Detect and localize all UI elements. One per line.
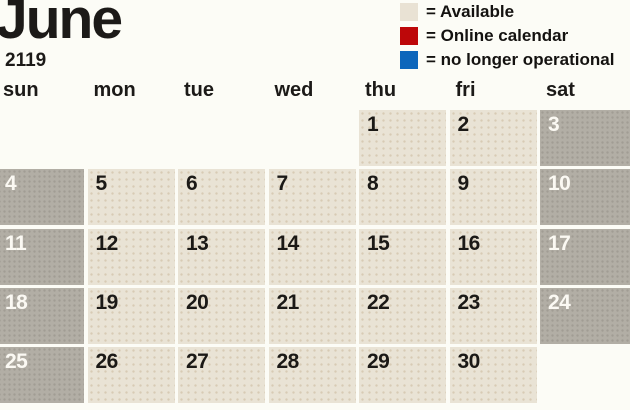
day-cell[interactable]: 13 <box>178 228 265 285</box>
day-cell[interactable]: 19 <box>87 287 175 344</box>
day-cell[interactable]: 27 <box>178 347 265 404</box>
day-header-mon: mon <box>93 79 136 101</box>
legend-label: = Online calendar <box>426 26 569 45</box>
day-cell[interactable]: 20 <box>178 287 265 344</box>
day-cell[interactable]: 14 <box>268 228 356 285</box>
day-cell <box>269 110 356 166</box>
day-cell <box>540 347 630 403</box>
day-cell[interactable]: 24 <box>540 287 630 344</box>
day-header-wed: wed <box>274 79 314 101</box>
day-cell[interactable]: 11 <box>0 228 84 285</box>
available-swatch-icon <box>400 3 418 21</box>
day-header-fri: fri <box>455 79 476 101</box>
day-cell[interactable]: 17 <box>540 228 630 285</box>
day-header-sat: sat <box>546 79 575 101</box>
day-cell[interactable]: 6 <box>178 169 265 226</box>
day-cell[interactable]: 15 <box>359 228 446 285</box>
day-cell[interactable]: 1 <box>359 110 446 166</box>
day-cell[interactable]: 16 <box>449 228 537 285</box>
day-header-row: sun mon tue wed thu fri sat <box>0 79 630 102</box>
legend-label: = Available <box>426 2 515 21</box>
calendar-grid: 1 2 3 4 5 6 7 8 9 10 11 12 13 14 15 16 1… <box>0 110 630 404</box>
month-title: June <box>0 0 123 51</box>
day-cell[interactable]: 3 <box>540 110 630 166</box>
legend-label: = no longer operational <box>426 50 615 69</box>
day-cell[interactable]: 5 <box>87 169 175 226</box>
day-cell[interactable]: 21 <box>268 287 356 344</box>
day-cell <box>88 110 175 166</box>
day-header-sun: sun <box>3 79 39 101</box>
online-calendar-swatch-icon <box>400 27 418 45</box>
day-cell[interactable]: 23 <box>449 287 537 344</box>
day-cell[interactable]: 2 <box>449 110 537 166</box>
day-cell <box>178 110 265 166</box>
legend-item: = no longer operational <box>400 48 614 72</box>
legend-item: = Online calendar <box>400 24 614 48</box>
day-cell <box>0 110 84 166</box>
day-cell[interactable]: 26 <box>87 347 175 404</box>
day-cell[interactable]: 8 <box>359 169 446 226</box>
day-header-tue: tue <box>184 79 214 101</box>
day-cell[interactable]: 28 <box>268 347 356 404</box>
no-longer-operational-swatch-icon <box>400 51 418 69</box>
day-cell[interactable]: 9 <box>449 169 537 226</box>
day-cell[interactable]: 25 <box>0 347 84 404</box>
day-cell[interactable]: 4 <box>0 169 84 226</box>
day-cell[interactable]: 22 <box>359 287 446 344</box>
legend-item: = Available <box>400 0 614 24</box>
legend: = Available = Online calendar = no longe… <box>400 0 614 72</box>
day-cell[interactable]: 30 <box>449 347 537 404</box>
day-cell[interactable]: 18 <box>0 287 84 344</box>
day-header-thu: thu <box>365 79 397 101</box>
year-label: 2119 <box>5 50 47 71</box>
day-cell[interactable]: 7 <box>268 169 356 226</box>
day-cell[interactable]: 10 <box>540 169 630 226</box>
day-cell[interactable]: 29 <box>359 347 446 404</box>
day-cell[interactable]: 12 <box>87 228 175 285</box>
